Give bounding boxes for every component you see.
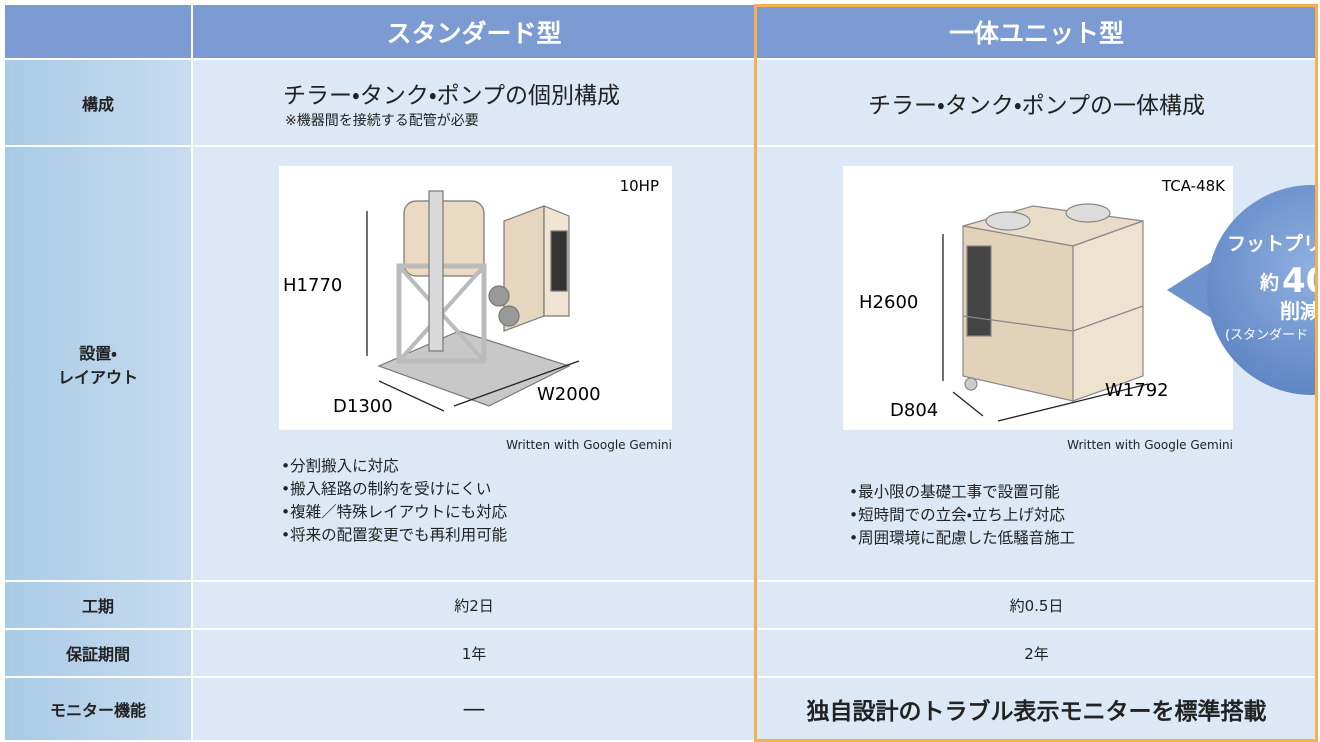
bullet: •複雑／特殊レイアウトにも対応 (281, 503, 508, 521)
image-credit: Written with Google Gemini (506, 438, 672, 452)
row-label: 設置・ レイアウト (5, 147, 191, 580)
callout-text: (スタンダード (1225, 328, 1308, 343)
dimension-lines (942, 234, 1149, 422)
callout-text: 削減 (1280, 299, 1316, 323)
callout-number: 40 (1282, 261, 1316, 301)
illustration: TCA-48K H2600 D804 W1792 (843, 166, 1233, 430)
dim-depth: D1300 (333, 396, 393, 417)
cell-text: チラー・タンク・ポンプの一体構成 (757, 60, 1316, 145)
bullet: •短時間での立会・立ち上げ対応 (849, 506, 1065, 524)
cell: 10HP H1770 D1300 W2000 Written with Goog… (193, 147, 755, 580)
machine (377, 190, 571, 407)
label-line: レイアウト (57, 367, 138, 387)
bullet: •最小限の基礎工事で設置可能 (849, 483, 1060, 501)
illustration: 10HP H1770 D1300 W2000 (279, 166, 672, 430)
bullet-list: •最小限の基礎工事で設置可能 •短時間での立会・立ち上げ対応 •周囲環境に配慮し… (849, 481, 1075, 550)
cell: チラー・タンク・ポンプの個別構成 ※機器間を接続する配管が必要 (193, 60, 755, 145)
header-unit: 一体ユニット型 (757, 5, 1316, 58)
cell-text: 2年 (757, 630, 1316, 676)
model-label: TCA-48K (1161, 177, 1226, 195)
bullet: •周囲環境に配慮した低騒音施工 (849, 529, 1076, 547)
image-credit: Written with Google Gemini (1067, 438, 1233, 452)
bullet-list: •分割搬入に対応 •搬入経路の制約を受けにくい •複雑／特殊レイアウトにも対応 … (281, 455, 507, 547)
bullet: •将来の配置変更でも再利用可能 (281, 526, 508, 544)
row-label: モニター機能 (5, 678, 191, 740)
cell-text: 1年 (193, 630, 755, 676)
cell-text: 独自設計のトラブル表示モニターを標準搭載 (757, 678, 1316, 740)
dimension-lines (366, 211, 580, 412)
row-label: 保証期間 (5, 630, 191, 676)
dim-width: W1792 (1105, 380, 1169, 401)
dim-height: H1770 (283, 275, 342, 296)
bullet: •搬入経路の制約を受けにくい (281, 480, 492, 498)
machine (962, 203, 1144, 402)
cell-text: チラー・タンク・ポンプの個別構成 (283, 83, 620, 109)
cell: TCA-48K H2600 D804 W1792 Written with Go… (757, 147, 1316, 580)
row-label: 工期 (5, 582, 191, 628)
header-blank (5, 5, 191, 58)
cell-text: 約0.5日 (757, 582, 1316, 628)
dim-width: W2000 (537, 384, 601, 405)
cell-text: 約2日 (193, 582, 755, 628)
row-label: 構成 (5, 60, 191, 145)
callout-text: フットプリ (1227, 232, 1316, 255)
bullet: •分割搬入に対応 (281, 457, 399, 475)
model-label: 10HP (620, 177, 659, 195)
cell-note: ※機器間を接続する配管が必要 (285, 113, 479, 129)
callout: フットプリ 約 40 削減 (スタンダード (1167, 185, 1316, 395)
dim-height: H2600 (859, 292, 918, 313)
header-standard: スタンダード型 (193, 5, 755, 58)
dim-depth: D804 (890, 400, 938, 421)
cell-text: — (193, 678, 755, 740)
label-line: 設置・ (79, 343, 117, 363)
callout-text: 約 (1259, 271, 1279, 294)
